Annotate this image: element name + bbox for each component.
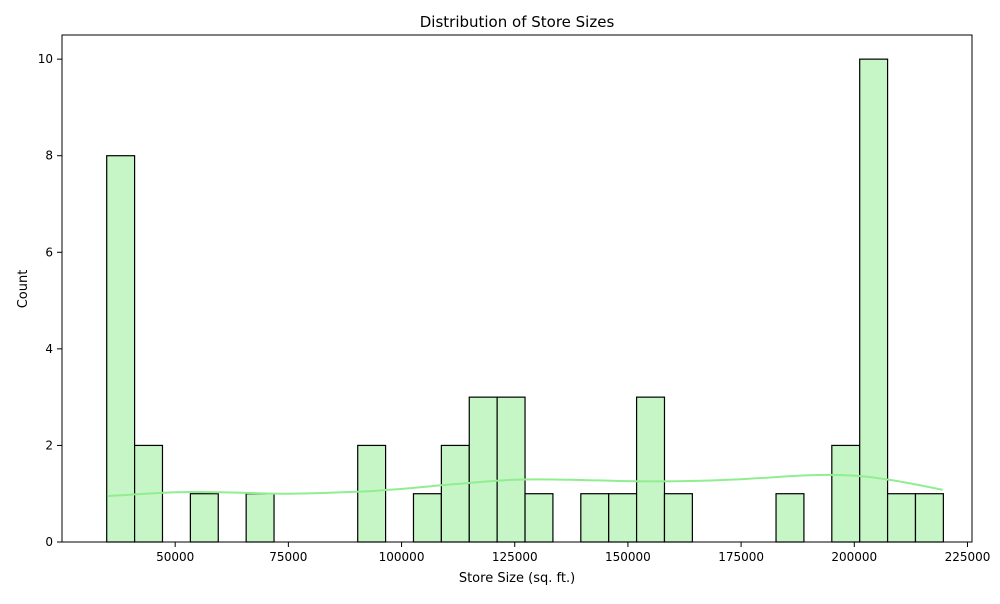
x-tick-label: 125000 [492, 550, 538, 564]
y-tick-label: 4 [45, 342, 53, 356]
y-axis-label: Count [16, 270, 31, 309]
x-tick-label: 175000 [718, 550, 764, 564]
histogram-bar-13 [468, 396, 498, 543]
histogram-bar-28 [886, 493, 917, 543]
histogram-bar-12 [440, 444, 470, 543]
x-tick-label: 150000 [605, 550, 651, 564]
histogram-bar-0 [106, 155, 136, 543]
histogram-bar-29 [914, 493, 944, 543]
histogram-bar-14 [496, 396, 526, 543]
x-tick-label: 225000 [945, 550, 991, 564]
histogram-bar-15 [524, 493, 554, 543]
histogram-bar-24 [775, 493, 805, 543]
histogram-bar-17 [580, 493, 610, 543]
y-tick-label: 6 [45, 245, 53, 259]
y-tick-label: 8 [45, 149, 53, 163]
axes-layer: 50000 75000 100000 125000 150000 175000 200000… [38, 34, 991, 564]
histogram-bar-27 [859, 58, 889, 543]
x-tick-label: 75000 [269, 550, 307, 564]
chart-title: Distribution of Store Sizes [420, 13, 615, 31]
histogram-bar-3 [189, 493, 219, 543]
histogram-bar-11 [412, 493, 442, 543]
y-tick-label: 10 [38, 52, 53, 66]
plot-frame [61, 34, 973, 543]
histogram-bar-20 [663, 493, 693, 543]
y-tick-label: 2 [45, 438, 53, 452]
kde-layer [107, 473, 943, 498]
histogram-bar-26 [831, 444, 861, 543]
x-tick-label: 200000 [831, 550, 877, 564]
histogram-bar-9 [357, 444, 387, 543]
bars-layer [106, 58, 944, 543]
kde-curve [107, 473, 943, 498]
histogram-bar-18 [608, 493, 638, 543]
y-tick-label: 0 [45, 535, 53, 549]
x-tick-label: 50000 [156, 550, 194, 564]
histogram-bar-5 [245, 493, 275, 543]
x-axis-label: Store Size (sq. ft.) [459, 571, 575, 586]
histogram-bar-19 [635, 396, 666, 543]
x-tick-label: 100000 [379, 550, 425, 564]
